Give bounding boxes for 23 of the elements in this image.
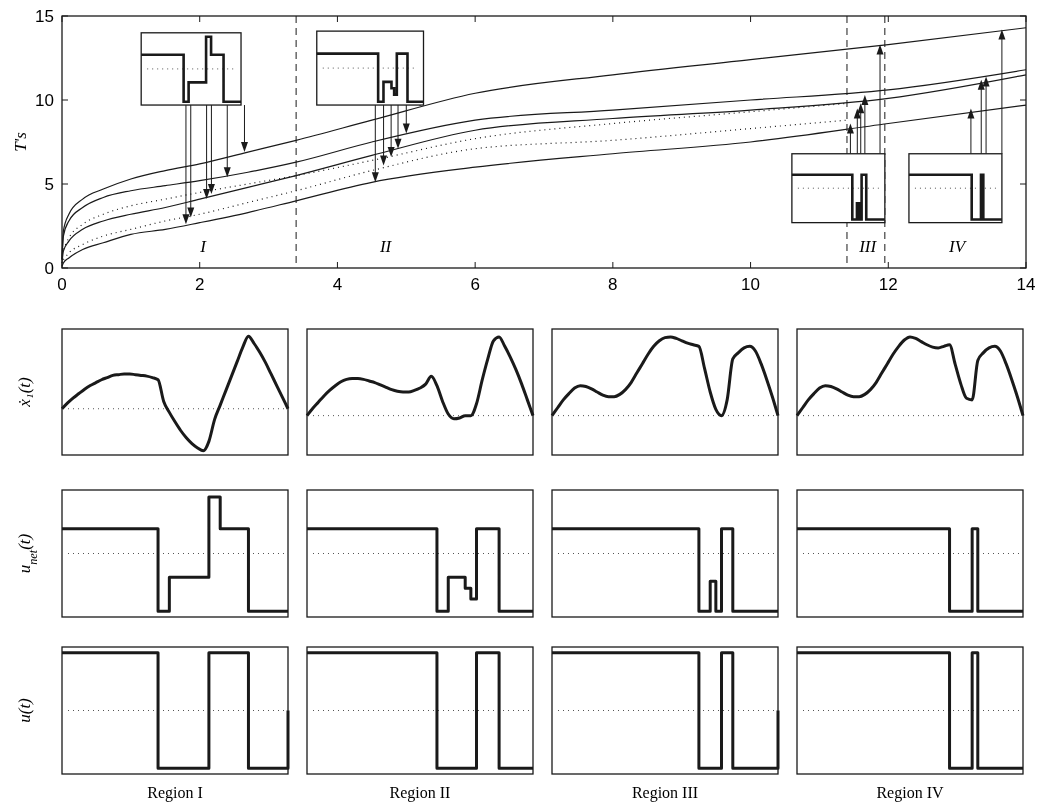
y-axis-title: u(t) [15, 697, 34, 723]
y-axis-title: ẋ₁(t) [15, 376, 34, 408]
y-tick-label: 0 [44, 259, 54, 278]
x-tick-label: 0 [57, 275, 67, 294]
annotation: I [199, 237, 208, 256]
x-tick-label: 12 [878, 275, 898, 294]
x-tick-label: 2 [194, 275, 205, 294]
annotation: III [858, 237, 878, 256]
y-tick-label: 15 [35, 7, 54, 26]
x-tick-label: 8 [608, 275, 618, 294]
x-tick-label: 14 [1016, 275, 1036, 294]
y-tick-label: 10 [35, 91, 54, 110]
y-axis-title: T's [11, 131, 30, 152]
x-tick-label: 10 [741, 275, 761, 294]
x-axis-title: Region III [631, 784, 699, 802]
annotation: IV [948, 237, 968, 256]
x-axis-title: Region II [389, 784, 451, 802]
y-tick-label: 5 [44, 175, 54, 194]
x-axis-title: Region I [147, 784, 203, 802]
x-axis-title: Region IV [876, 784, 944, 802]
annotation: II [378, 237, 393, 256]
x-tick-label: 4 [332, 275, 343, 294]
x-tick-label: 6 [470, 275, 480, 294]
